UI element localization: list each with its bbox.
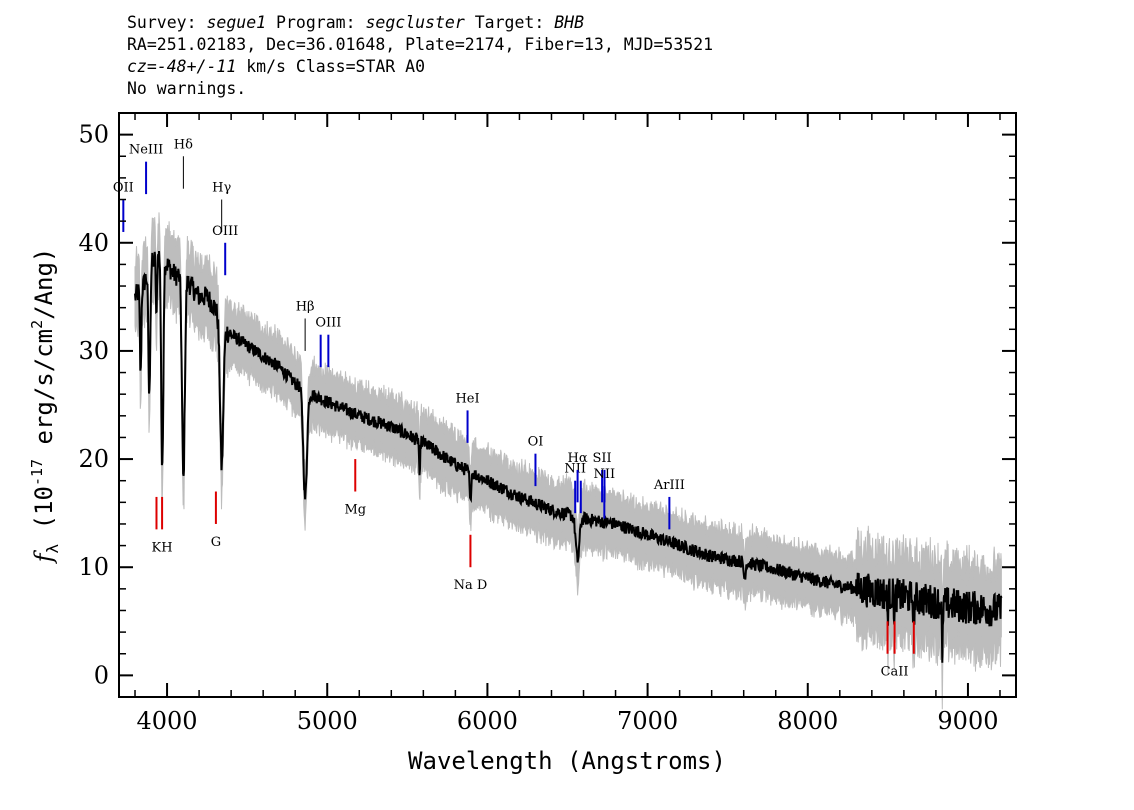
line-label-h-: Hγ	[212, 181, 231, 196]
x-tick-label: 5000	[297, 707, 358, 735]
x-tick-label: 9000	[937, 707, 998, 735]
line-label-na-d: Na D	[454, 578, 488, 593]
line-label-caii: CaII	[881, 665, 909, 680]
plot-frame	[118, 112, 1017, 698]
y-tick-label: 10	[78, 553, 109, 581]
line-label-g: G	[211, 535, 221, 550]
program-label: Program:	[276, 13, 356, 32]
line-label-neiii: NeIII	[129, 143, 163, 158]
y-tick-label: 50	[78, 121, 109, 149]
x-tick-label: 8000	[777, 707, 838, 735]
y-tick-label: 40	[78, 229, 109, 257]
line-label-ariii: ArIII	[653, 478, 685, 493]
target-value: BHB	[554, 13, 585, 32]
x-tick-label: 7000	[617, 707, 678, 735]
error-band	[134, 212, 1002, 710]
header-line-3: cz=-48+/-11 km/s Class=STAR A0	[127, 56, 713, 78]
line-label-sii: SII	[593, 451, 612, 466]
spectrum-header: Survey: segue1 Program: segcluster Targe…	[127, 12, 713, 100]
x-axis-title: Wavelength (Angstroms)	[408, 747, 726, 775]
y-axis-title: fλ (10-17 erg/s/cm2/Ang)	[28, 248, 62, 565]
axis-ticks: 4000 5000 6000 7000 8000 9000 0 10 20 30 40 50	[78, 112, 1016, 735]
cz-value: -48+/-11	[156, 57, 237, 76]
line-label-oiii: OIII	[315, 316, 341, 331]
line-label-h-: Hα	[568, 451, 588, 466]
header-line-1: Survey: segue1 Program: segcluster Targe…	[127, 12, 713, 34]
line-label-oii: OII	[113, 181, 134, 196]
line-label-mg: Mg	[344, 503, 366, 518]
line-label-oiii: OIII	[212, 224, 238, 239]
x-tick-label: 4000	[137, 707, 198, 735]
cz-label: cz=	[127, 57, 157, 76]
header-line-4: No warnings.	[127, 79, 247, 98]
line-label-nii: NII	[564, 462, 586, 477]
x-tick-label: 6000	[457, 707, 518, 735]
line-label-h-: Hβ	[296, 299, 315, 314]
line-label-nii: NII	[594, 467, 616, 482]
line-label-oi: OI	[528, 435, 544, 450]
cz-unit-class: km/s Class=STAR A0	[246, 57, 426, 76]
y-tick-label: 30	[78, 337, 109, 365]
survey-label: Survey:	[127, 13, 197, 32]
program-value: segcluster	[365, 13, 465, 32]
y-tick-label: 0	[94, 661, 109, 689]
spectrum-series-line	[134, 250, 1003, 663]
line-label-h-: Hδ	[174, 137, 193, 152]
survey-value: segue1	[206, 13, 267, 32]
y-tick-label: 20	[78, 445, 109, 473]
header-line-2: RA=251.02183, Dec=36.01648, Plate=2174, …	[127, 35, 714, 54]
error-band-area	[134, 212, 1002, 710]
spectrum-line	[134, 250, 1003, 663]
target-label: Target:	[474, 13, 545, 32]
line-label-kh: KH	[152, 540, 173, 555]
line-label-hei: HeI	[455, 391, 479, 406]
